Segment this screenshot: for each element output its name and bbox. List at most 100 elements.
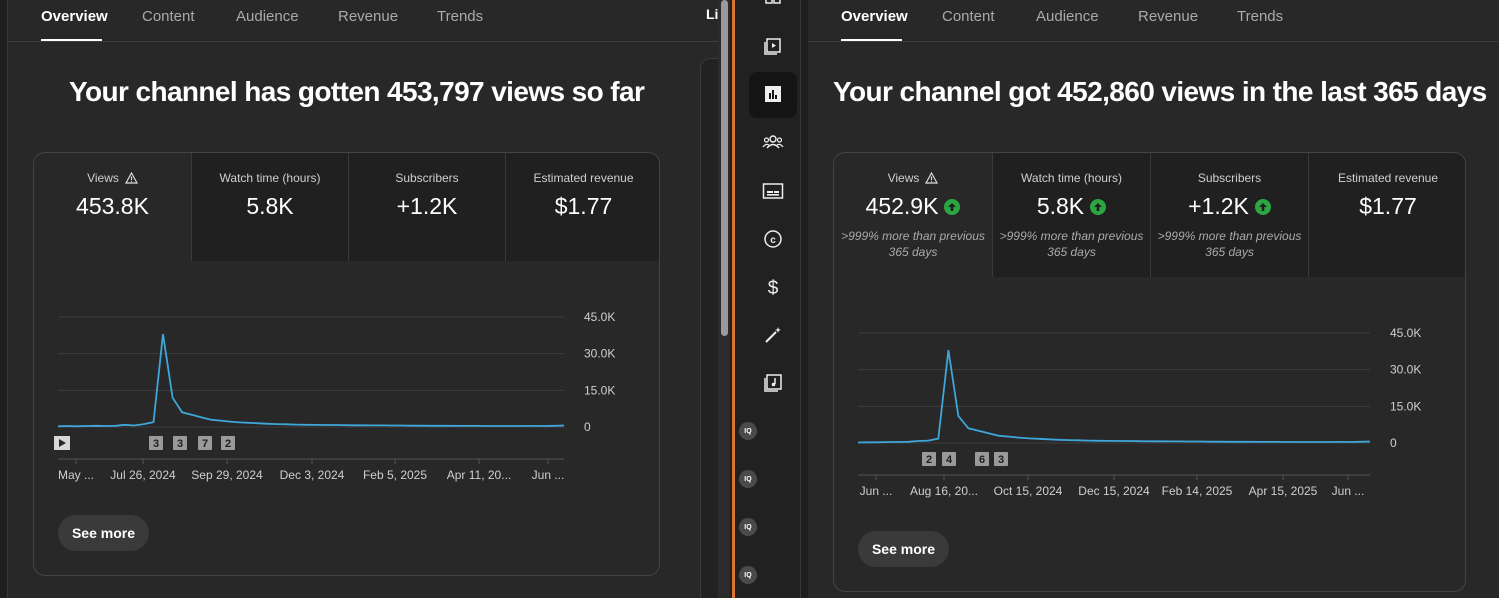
metric-comparison: >999% more than previous 365 days bbox=[999, 229, 1144, 259]
tab-audience[interactable]: Audience bbox=[236, 8, 299, 25]
scrollbar-thumb[interactable] bbox=[721, 0, 728, 336]
community-icon[interactable] bbox=[761, 130, 785, 154]
video-marker bbox=[994, 452, 1008, 466]
metric-value: $1.77 bbox=[554, 193, 613, 219]
audio-library-icon[interactable] bbox=[761, 371, 785, 395]
metric-value: +1.2K bbox=[1188, 193, 1249, 219]
metric-label: Views bbox=[887, 171, 920, 185]
tab-revenue[interactable]: Revenue bbox=[1138, 8, 1199, 25]
x-tick-label: Apr 11, 20... bbox=[447, 468, 511, 482]
left-window: Overview Content Audience Revenue Trends… bbox=[0, 0, 730, 598]
tab-overview[interactable]: Overview bbox=[841, 8, 908, 25]
views-chart: 45.0K 30.0K 15.0K 0 2 4 6 3 Jun ... Aug 16, 20...… bbox=[857, 326, 1421, 498]
views-series-line bbox=[57, 333, 565, 428]
tab-content[interactable]: Content bbox=[942, 8, 995, 25]
metric-views[interactable]: Views 453.8K bbox=[34, 153, 191, 261]
video-marker bbox=[922, 452, 936, 466]
right-tab-bar: Overview Content Audience Revenue Trends bbox=[808, 0, 1499, 42]
metric-label: Watch time (hours) bbox=[1021, 171, 1122, 185]
metric-label: Subscribers bbox=[1197, 171, 1262, 185]
metric-comparison: >999% more than previous 365 days bbox=[1157, 229, 1302, 259]
tab-revenue[interactable]: Revenue bbox=[338, 8, 399, 25]
see-more-button[interactable]: See more bbox=[858, 531, 949, 567]
page-headline: Your channel has gotten 453,797 views so… bbox=[69, 76, 645, 107]
arrow-up-icon bbox=[1254, 198, 1271, 215]
y-tick-label: 30.0K bbox=[1390, 363, 1421, 377]
y-tick-label: 15.0K bbox=[1390, 399, 1421, 413]
extension-icon[interactable]: IQ bbox=[739, 470, 757, 488]
video-marker bbox=[149, 436, 163, 450]
video-marker-count: 3 bbox=[153, 438, 159, 450]
views-chart: 45.0K 30.0K 15.0K 0 3 3 7 2 May ... Jul 26, 2024 S… bbox=[54, 310, 615, 482]
extension-icon[interactable]: IQ bbox=[739, 518, 757, 536]
window-divider bbox=[732, 0, 735, 598]
metric-label: Estimated revenue bbox=[533, 171, 634, 185]
video-marker-count: 3 bbox=[177, 438, 183, 450]
video-marker bbox=[975, 452, 989, 466]
x-tick-label: Jun ... bbox=[532, 468, 565, 482]
metric-value: 452.9K bbox=[865, 193, 939, 219]
x-tick-label: Aug 16, 20... bbox=[910, 484, 978, 498]
page-headline: Your channel got 452,860 views in the la… bbox=[833, 76, 1487, 107]
y-tick-label: 0 bbox=[1390, 436, 1397, 450]
y-tick-label: 0 bbox=[584, 420, 591, 434]
svg-text:$: $ bbox=[768, 278, 779, 298]
metric-watch-time[interactable]: Watch time (hours) 5.8K >999% more than … bbox=[992, 153, 1150, 277]
analytics-icon[interactable] bbox=[761, 82, 785, 106]
metric-label: Subscribers bbox=[395, 171, 459, 185]
video-marker bbox=[198, 436, 212, 450]
metric-views[interactable]: Views 452.9K >999% more than previous 36… bbox=[834, 153, 992, 277]
y-tick-label: 15.0K bbox=[584, 383, 615, 397]
x-tick-label: Dec 3, 2024 bbox=[280, 468, 345, 482]
adjacent-panel-text: Li bbox=[706, 6, 719, 22]
active-tab-indicator bbox=[841, 39, 902, 41]
arrow-up-icon bbox=[1090, 198, 1107, 215]
x-tick-label: Feb 5, 2025 bbox=[363, 468, 427, 482]
metric-watch-time[interactable]: Watch time (hours) 5.8K bbox=[191, 153, 348, 261]
x-tick-label: Apr 15, 2025 bbox=[1249, 484, 1318, 498]
video-marker bbox=[173, 436, 187, 450]
video-marker-count: 2 bbox=[225, 438, 231, 450]
extension-icon[interactable]: IQ bbox=[739, 422, 757, 440]
metric-label: Watch time (hours) bbox=[219, 171, 321, 185]
metric-value: 453.8K bbox=[76, 193, 149, 219]
earn-icon[interactable]: $ bbox=[761, 275, 785, 299]
video-marker-count: 3 bbox=[998, 454, 1004, 466]
video-marker bbox=[942, 452, 956, 466]
metric-value: 5.8K bbox=[246, 193, 294, 219]
tab-overview[interactable]: Overview bbox=[41, 8, 108, 25]
window-edge bbox=[0, 0, 8, 598]
video-marker-count: 2 bbox=[926, 454, 932, 466]
x-tick-label: Jun ... bbox=[860, 484, 893, 498]
metric-revenue[interactable]: Estimated revenue $1.77 bbox=[1308, 153, 1465, 277]
customization-icon[interactable] bbox=[761, 323, 785, 347]
video-marker-count: 4 bbox=[946, 454, 953, 466]
metric-revenue[interactable]: Estimated revenue $1.77 bbox=[505, 153, 659, 261]
x-tick-label: May ... bbox=[58, 468, 94, 482]
metric-value: +1.2K bbox=[396, 193, 458, 219]
dashboard-icon[interactable] bbox=[761, 0, 785, 18]
tab-audience[interactable]: Audience bbox=[1036, 8, 1099, 25]
subtitles-icon[interactable] bbox=[761, 179, 785, 203]
active-tab-indicator bbox=[41, 39, 102, 41]
y-tick-label: 45.0K bbox=[1390, 326, 1421, 340]
x-tick-label: Jul 26, 2024 bbox=[110, 468, 176, 482]
content-icon[interactable] bbox=[761, 34, 785, 58]
metric-subscribers[interactable]: Subscribers +1.2K >999% more than previo… bbox=[1150, 153, 1308, 277]
arrow-up-icon bbox=[944, 198, 961, 215]
metric-value: $1.77 bbox=[1359, 193, 1417, 219]
views-series-line bbox=[857, 349, 1371, 444]
copyright-icon[interactable]: c bbox=[761, 227, 785, 251]
overview-card: Views 453.8K Watch time (hours) 5.8K Sub… bbox=[33, 152, 660, 576]
metric-label: Estimated revenue bbox=[1337, 171, 1439, 185]
extension-icon[interactable]: IQ bbox=[739, 566, 757, 584]
tab-trends[interactable]: Trends bbox=[437, 8, 484, 25]
x-tick-label: Dec 15, 2024 bbox=[1078, 484, 1150, 498]
tab-content[interactable]: Content bbox=[142, 8, 195, 25]
window-edge bbox=[800, 0, 808, 598]
left-tab-bar: Overview Content Audience Revenue Trends bbox=[0, 0, 730, 42]
video-marker-count: 6 bbox=[979, 454, 985, 466]
metric-subscribers[interactable]: Subscribers +1.2K bbox=[348, 153, 505, 261]
tab-trends[interactable]: Trends bbox=[1237, 8, 1284, 25]
see-more-button[interactable]: See more bbox=[58, 515, 149, 551]
